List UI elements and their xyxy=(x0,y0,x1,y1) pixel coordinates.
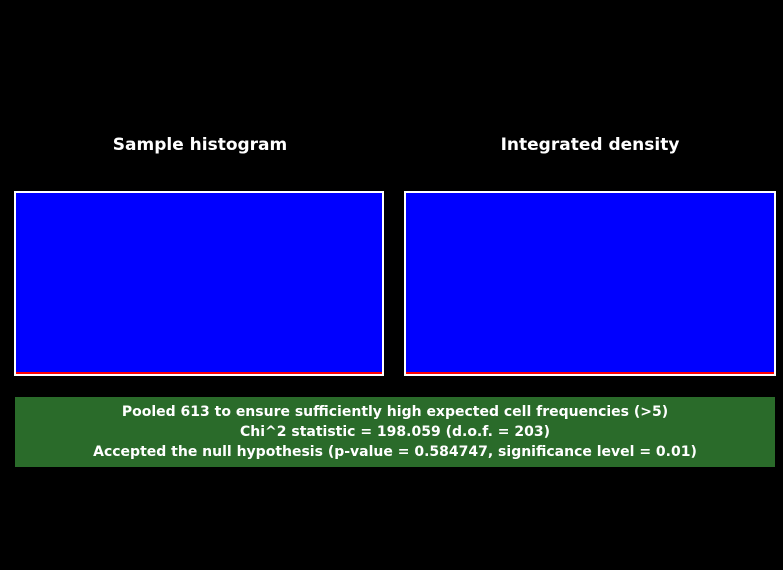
hypothesis-result: Accepted the null hypothesis (p-value = … xyxy=(93,444,697,460)
sample-histogram-title: Sample histogram xyxy=(112,135,288,155)
density-line xyxy=(406,372,774,374)
test-result-panel: Pooled 613 to ensure sufficiently high e… xyxy=(15,397,775,467)
chi-square-statistic: Chi^2 statistic = 198.059 (d.o.f. = 203) xyxy=(239,424,550,440)
integrated-density-plot xyxy=(404,191,776,376)
integrated-density-title: Integrated density xyxy=(500,135,680,155)
sample-histogram-plot xyxy=(14,191,384,376)
histogram-line xyxy=(16,372,382,374)
pooling-message: Pooled 613 to ensure sufficiently high e… xyxy=(121,404,669,420)
